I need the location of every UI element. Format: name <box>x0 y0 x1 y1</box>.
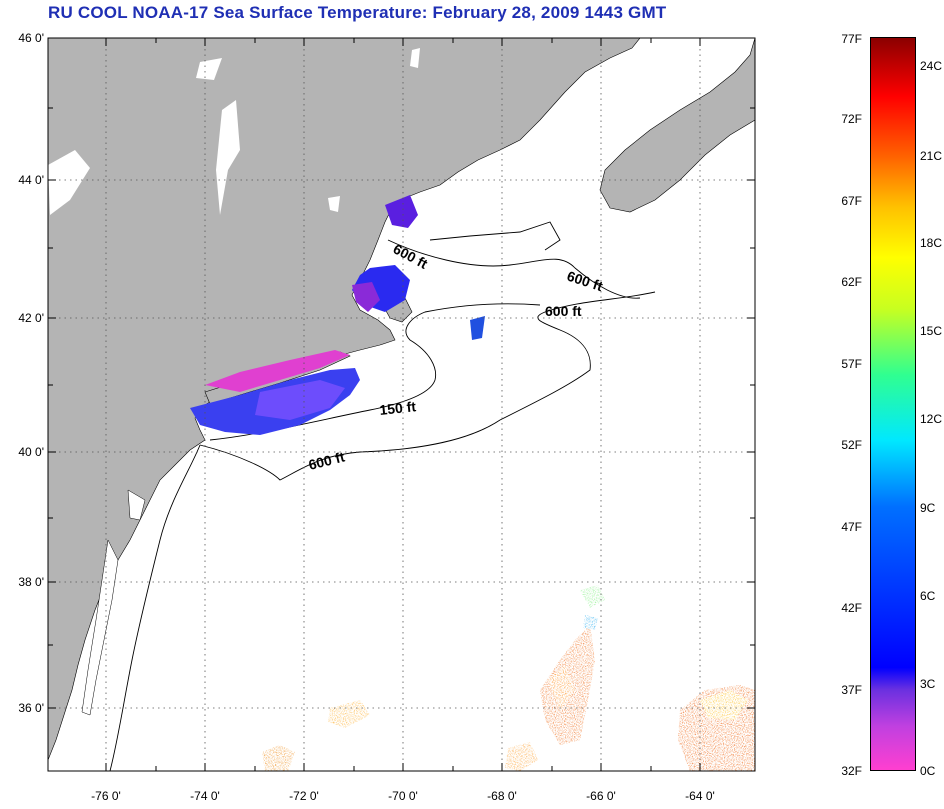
colorbar-c-label: 21C <box>920 149 943 163</box>
lake <box>196 58 222 80</box>
sst-cold-patches <box>190 195 485 435</box>
colorbar-f-label: 42F <box>841 601 862 615</box>
colorbar-c-label: 18C <box>920 236 943 250</box>
tick-marks <box>48 37 755 771</box>
colorbar-f-label: 52F <box>841 438 862 452</box>
lake <box>410 48 420 68</box>
colorbar-f-label: 32F <box>841 764 862 778</box>
bathymetry-contours <box>109 221 656 771</box>
colorbar-c-label: 0C <box>920 764 936 778</box>
colorbar-c-label: 9C <box>920 501 936 515</box>
lat-label: 38 0' <box>18 575 44 589</box>
lon-label: -76 0' <box>91 789 121 803</box>
lat-label: 42 0' <box>18 311 44 325</box>
colorbar-f-label: 47F <box>841 520 862 534</box>
colorbar-f-label: 77F <box>841 32 862 46</box>
lon-label: -66 0' <box>586 789 616 803</box>
colorbar-f-label: 62F <box>841 275 862 289</box>
colorbar-f-label: 67F <box>841 194 862 208</box>
delaware-bay <box>127 489 146 521</box>
colorbar-f-label: 37F <box>841 683 862 697</box>
colorbar: 77F 72F 67F 62F 57F 52F 47F 42F 37F 32F … <box>841 32 942 778</box>
lon-label: -74 0' <box>190 789 220 803</box>
colorbar-f-label: 72F <box>841 112 862 126</box>
lake <box>216 100 240 215</box>
lon-label: -70 0' <box>388 789 418 803</box>
lake <box>48 150 90 215</box>
lon-label: -68 0' <box>487 789 517 803</box>
colorbar-gradient <box>870 37 916 771</box>
lake <box>328 196 340 212</box>
colorbar-c-label: 6C <box>920 589 936 603</box>
colorbar-c-label: 3C <box>920 677 936 691</box>
lat-label: 36 0' <box>18 701 44 715</box>
graticule <box>48 38 755 771</box>
contour-label: 150 ft <box>379 398 417 418</box>
sst-warm-patches <box>262 585 755 771</box>
map-frame <box>47 37 756 772</box>
colorbar-c-label: 12C <box>920 412 943 426</box>
colorbar-c-label: 15C <box>920 324 943 338</box>
colorbar-c-label: 24C <box>920 59 943 73</box>
lat-label: 40 0' <box>18 445 44 459</box>
lat-label: 44 0' <box>18 173 44 187</box>
sst-map: 46 0' 44 0' 42 0' 40 0' 38 0' 36 0' -76 … <box>18 31 756 803</box>
map-title: RU COOL NOAA-17 Sea Surface Temperature:… <box>48 3 667 22</box>
chesapeake-bay <box>81 539 119 716</box>
lat-label: 46 0' <box>18 31 44 45</box>
lon-label: -64 0' <box>685 789 715 803</box>
land-nova-scotia <box>599 38 755 213</box>
contour-label: 600 ft <box>545 303 582 319</box>
lon-label: -72 0' <box>289 789 319 803</box>
colorbar-f-label: 57F <box>841 357 862 371</box>
